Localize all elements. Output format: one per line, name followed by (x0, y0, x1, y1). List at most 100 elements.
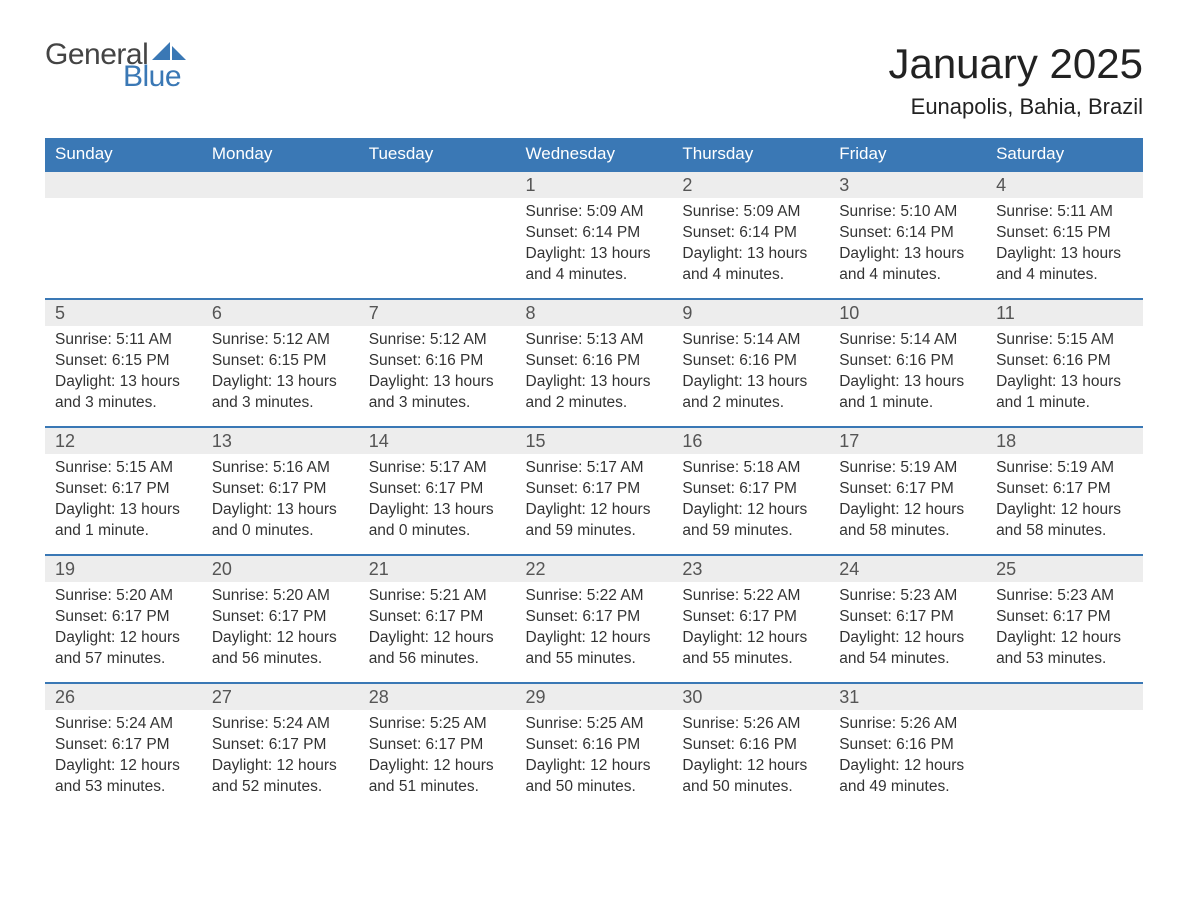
day-number: 12 (45, 426, 202, 454)
calendar-day-cell: 21Sunrise: 5:21 AMSunset: 6:17 PMDayligh… (359, 554, 516, 682)
daylight-line: Daylight: 13 hours and 3 minutes. (212, 372, 349, 414)
brand-logo: General Blue (45, 40, 186, 92)
sunrise-line: Sunrise: 5:13 AM (526, 330, 663, 351)
title-block: January 2025 Eunapolis, Bahia, Brazil (888, 40, 1143, 120)
daylight-line: Daylight: 13 hours and 4 minutes. (839, 244, 976, 286)
daylight-line: Daylight: 12 hours and 59 minutes. (526, 500, 663, 542)
sunrise-line: Sunrise: 5:19 AM (839, 458, 976, 479)
calendar-day-cell (45, 170, 202, 298)
sunrise-line: Sunrise: 5:12 AM (369, 330, 506, 351)
sunrise-line: Sunrise: 5:26 AM (682, 714, 819, 735)
sunset-line: Sunset: 6:17 PM (839, 607, 976, 628)
day-number-bar (986, 682, 1143, 710)
sunrise-line: Sunrise: 5:22 AM (682, 586, 819, 607)
calendar-day-cell: 6Sunrise: 5:12 AMSunset: 6:15 PMDaylight… (202, 298, 359, 426)
sunrise-line: Sunrise: 5:20 AM (212, 586, 349, 607)
daylight-line: Daylight: 12 hours and 55 minutes. (526, 628, 663, 670)
day-details: Sunrise: 5:09 AMSunset: 6:14 PMDaylight:… (672, 198, 829, 294)
calendar-day-cell: 27Sunrise: 5:24 AMSunset: 6:17 PMDayligh… (202, 682, 359, 810)
page-header: General Blue January 2025 Eunapolis, Bah… (45, 40, 1143, 120)
sunset-line: Sunset: 6:17 PM (55, 607, 192, 628)
weekday-header: Wednesday (516, 138, 673, 170)
calendar-week-row: 5Sunrise: 5:11 AMSunset: 6:15 PMDaylight… (45, 298, 1143, 426)
weekday-header: Monday (202, 138, 359, 170)
sunset-line: Sunset: 6:16 PM (369, 351, 506, 372)
calendar-week-row: 19Sunrise: 5:20 AMSunset: 6:17 PMDayligh… (45, 554, 1143, 682)
daylight-line: Daylight: 12 hours and 53 minutes. (55, 756, 192, 798)
day-number: 6 (202, 298, 359, 326)
calendar-day-cell: 20Sunrise: 5:20 AMSunset: 6:17 PMDayligh… (202, 554, 359, 682)
calendar-day-cell: 3Sunrise: 5:10 AMSunset: 6:14 PMDaylight… (829, 170, 986, 298)
sunrise-line: Sunrise: 5:19 AM (996, 458, 1133, 479)
day-number: 8 (516, 298, 673, 326)
sunrise-line: Sunrise: 5:20 AM (55, 586, 192, 607)
day-number: 9 (672, 298, 829, 326)
daylight-line: Daylight: 13 hours and 4 minutes. (682, 244, 819, 286)
daylight-line: Daylight: 12 hours and 49 minutes. (839, 756, 976, 798)
day-number: 25 (986, 554, 1143, 582)
calendar-day-cell: 10Sunrise: 5:14 AMSunset: 6:16 PMDayligh… (829, 298, 986, 426)
sunset-line: Sunset: 6:14 PM (682, 223, 819, 244)
day-number: 21 (359, 554, 516, 582)
sunset-line: Sunset: 6:17 PM (996, 607, 1133, 628)
sunrise-line: Sunrise: 5:16 AM (212, 458, 349, 479)
location-subtitle: Eunapolis, Bahia, Brazil (888, 94, 1143, 120)
calendar-day-cell: 1Sunrise: 5:09 AMSunset: 6:14 PMDaylight… (516, 170, 673, 298)
sunrise-line: Sunrise: 5:21 AM (369, 586, 506, 607)
sunset-line: Sunset: 6:17 PM (212, 735, 349, 756)
calendar-day-cell: 8Sunrise: 5:13 AMSunset: 6:16 PMDaylight… (516, 298, 673, 426)
sunset-line: Sunset: 6:15 PM (55, 351, 192, 372)
day-number: 16 (672, 426, 829, 454)
sunset-line: Sunset: 6:16 PM (526, 351, 663, 372)
calendar-day-cell: 29Sunrise: 5:25 AMSunset: 6:16 PMDayligh… (516, 682, 673, 810)
day-details: Sunrise: 5:14 AMSunset: 6:16 PMDaylight:… (829, 326, 986, 422)
sunrise-line: Sunrise: 5:18 AM (682, 458, 819, 479)
day-number: 24 (829, 554, 986, 582)
sunrise-line: Sunrise: 5:17 AM (369, 458, 506, 479)
day-details: Sunrise: 5:16 AMSunset: 6:17 PMDaylight:… (202, 454, 359, 550)
calendar-day-cell: 22Sunrise: 5:22 AMSunset: 6:17 PMDayligh… (516, 554, 673, 682)
calendar-day-cell: 28Sunrise: 5:25 AMSunset: 6:17 PMDayligh… (359, 682, 516, 810)
calendar-day-cell: 13Sunrise: 5:16 AMSunset: 6:17 PMDayligh… (202, 426, 359, 554)
daylight-line: Daylight: 12 hours and 57 minutes. (55, 628, 192, 670)
daylight-line: Daylight: 13 hours and 3 minutes. (369, 372, 506, 414)
sunrise-line: Sunrise: 5:23 AM (839, 586, 976, 607)
calendar-week-row: 1Sunrise: 5:09 AMSunset: 6:14 PMDaylight… (45, 170, 1143, 298)
daylight-line: Daylight: 12 hours and 53 minutes. (996, 628, 1133, 670)
calendar-week-row: 12Sunrise: 5:15 AMSunset: 6:17 PMDayligh… (45, 426, 1143, 554)
day-details: Sunrise: 5:17 AMSunset: 6:17 PMDaylight:… (359, 454, 516, 550)
calendar-day-cell: 24Sunrise: 5:23 AMSunset: 6:17 PMDayligh… (829, 554, 986, 682)
day-number: 30 (672, 682, 829, 710)
sunrise-line: Sunrise: 5:14 AM (839, 330, 976, 351)
day-details: Sunrise: 5:22 AMSunset: 6:17 PMDaylight:… (672, 582, 829, 678)
sunset-line: Sunset: 6:17 PM (526, 607, 663, 628)
sunrise-line: Sunrise: 5:15 AM (55, 458, 192, 479)
day-number: 27 (202, 682, 359, 710)
sunset-line: Sunset: 6:16 PM (682, 351, 819, 372)
sunset-line: Sunset: 6:16 PM (682, 735, 819, 756)
sunset-line: Sunset: 6:17 PM (839, 479, 976, 500)
sunset-line: Sunset: 6:17 PM (55, 479, 192, 500)
sunset-line: Sunset: 6:15 PM (996, 223, 1133, 244)
day-number: 17 (829, 426, 986, 454)
day-number: 5 (45, 298, 202, 326)
sunrise-line: Sunrise: 5:26 AM (839, 714, 976, 735)
brand-text-2: Blue (123, 62, 186, 92)
day-number: 19 (45, 554, 202, 582)
day-number: 18 (986, 426, 1143, 454)
month-title: January 2025 (888, 40, 1143, 88)
sunset-line: Sunset: 6:16 PM (839, 351, 976, 372)
sunset-line: Sunset: 6:17 PM (369, 479, 506, 500)
day-number: 2 (672, 170, 829, 198)
day-details: Sunrise: 5:10 AMSunset: 6:14 PMDaylight:… (829, 198, 986, 294)
day-number: 7 (359, 298, 516, 326)
sunset-line: Sunset: 6:14 PM (839, 223, 976, 244)
sunset-line: Sunset: 6:17 PM (369, 735, 506, 756)
calendar-table: SundayMondayTuesdayWednesdayThursdayFrid… (45, 138, 1143, 810)
day-number: 14 (359, 426, 516, 454)
calendar-day-cell: 9Sunrise: 5:14 AMSunset: 6:16 PMDaylight… (672, 298, 829, 426)
sunset-line: Sunset: 6:16 PM (996, 351, 1133, 372)
weekday-header: Saturday (986, 138, 1143, 170)
day-details: Sunrise: 5:23 AMSunset: 6:17 PMDaylight:… (986, 582, 1143, 678)
day-details: Sunrise: 5:15 AMSunset: 6:17 PMDaylight:… (45, 454, 202, 550)
